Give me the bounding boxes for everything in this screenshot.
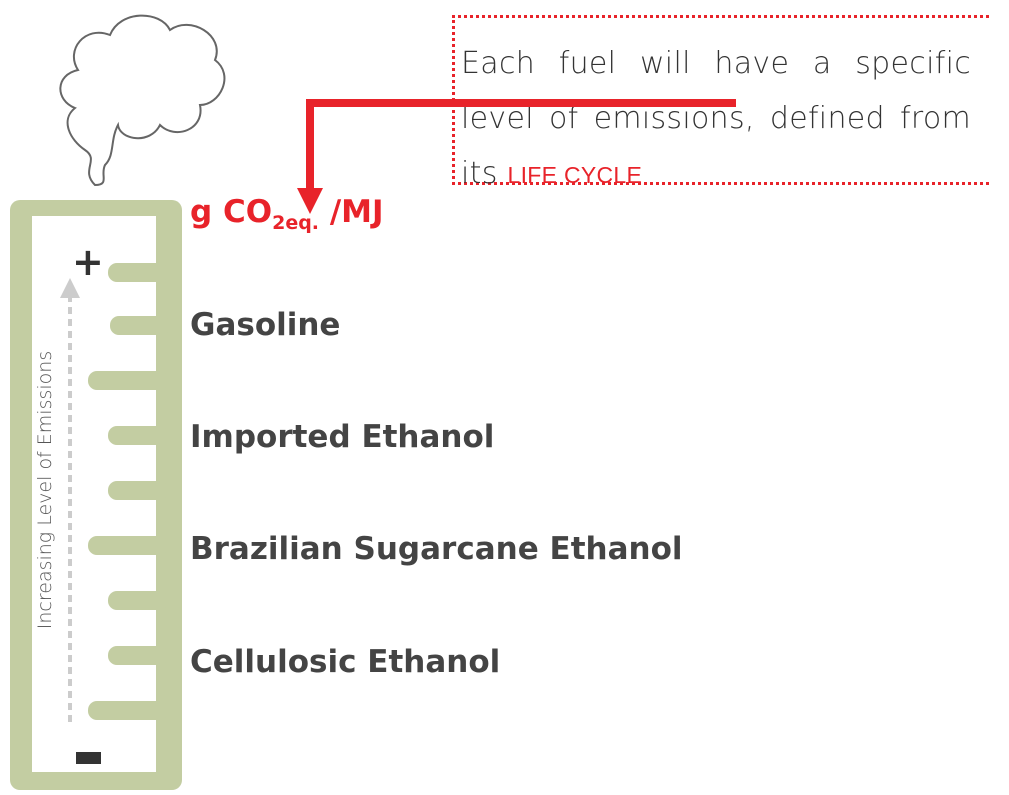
page: Each fuel will have a specific level of …	[0, 0, 1009, 795]
fuel-label: Gasoline	[190, 307, 340, 343]
arrow-line	[310, 103, 736, 192]
unit-prefix: g CO	[190, 194, 272, 230]
unit: g CO2eq. /MJ	[190, 194, 384, 234]
callout-arrow	[0, 0, 1009, 795]
scale-label: Increasing Level of Emissions	[34, 351, 56, 629]
fuel-label: Brazilian Sugarcane Ethanol	[190, 531, 683, 567]
fuel-label: Cellulosic Ethanol	[190, 644, 500, 680]
unit-suffix: /MJ	[330, 194, 384, 230]
unit-subscript: 2eq.	[272, 212, 319, 234]
fuel-label: Imported Ethanol	[190, 419, 494, 455]
plus-sign: +	[72, 240, 104, 284]
